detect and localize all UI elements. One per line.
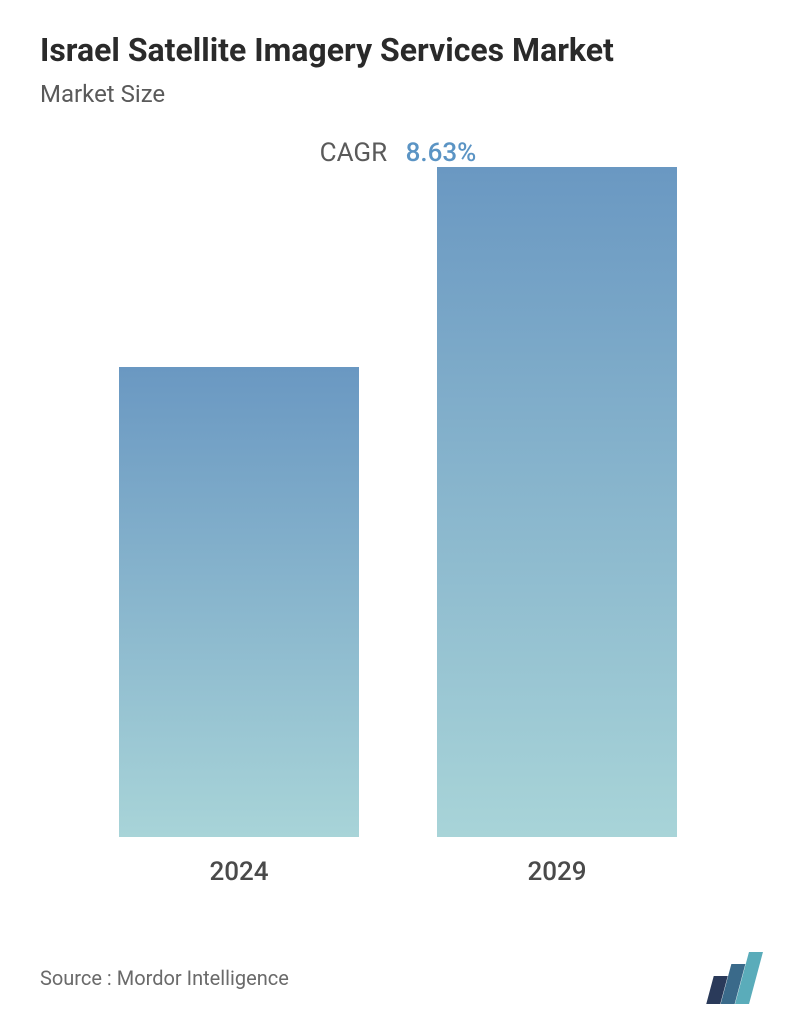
bar-chart: 2024 2029 [40, 208, 756, 888]
cagr-label: CAGR [320, 138, 387, 168]
bar-group: 2029 [437, 167, 677, 887]
cagr-value: 8.63% [406, 138, 477, 168]
footer: Source : Mordor Intelligence [40, 952, 756, 1004]
brand-logo-icon [710, 952, 756, 1004]
chart-subtitle: Market Size [40, 80, 756, 108]
chart-title: Israel Satellite Imagery Services Market [40, 30, 756, 72]
source-text: Source : Mordor Intelligence [40, 966, 289, 990]
bar [119, 367, 359, 837]
cagr-container: CAGR 8.63% [40, 138, 756, 168]
bar-group: 2024 [119, 367, 359, 887]
bar-label: 2024 [209, 857, 268, 887]
source-label: Source : [40, 966, 112, 990]
source-name: Mordor Intelligence [117, 966, 289, 990]
bar [437, 167, 677, 837]
bar-label: 2029 [527, 857, 586, 887]
